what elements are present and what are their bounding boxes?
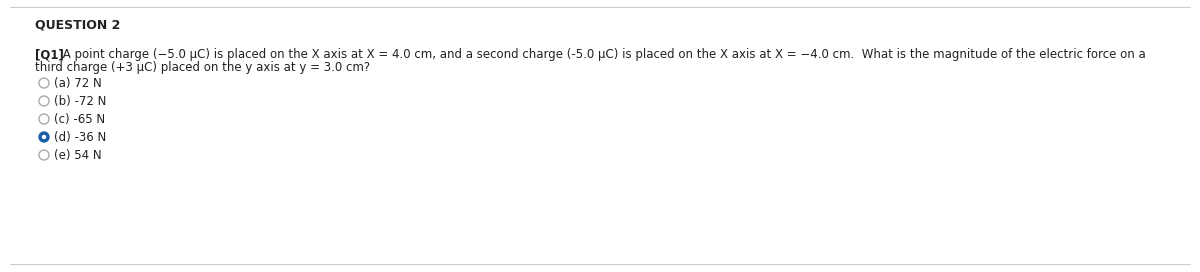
Text: (d) -36 N: (d) -36 N (54, 131, 107, 144)
Circle shape (42, 135, 47, 139)
Text: (e) 54 N: (e) 54 N (54, 149, 102, 162)
Circle shape (38, 78, 49, 88)
Text: (c) -65 N: (c) -65 N (54, 113, 106, 125)
Text: QUESTION 2: QUESTION 2 (35, 18, 120, 31)
Circle shape (38, 96, 49, 106)
Circle shape (38, 114, 49, 124)
Circle shape (38, 150, 49, 160)
Text: A point charge (−5.0 μC) is placed on the X axis at X = 4.0 cm, and a second cha: A point charge (−5.0 μC) is placed on th… (59, 48, 1146, 61)
Text: (b) -72 N: (b) -72 N (54, 94, 107, 107)
Text: third charge (+3 μC) placed on the y axis at y = 3.0 cm?: third charge (+3 μC) placed on the y axi… (35, 61, 370, 74)
Text: [Q1]: [Q1] (35, 48, 64, 61)
Circle shape (38, 132, 49, 142)
Text: (a) 72 N: (a) 72 N (54, 76, 102, 89)
